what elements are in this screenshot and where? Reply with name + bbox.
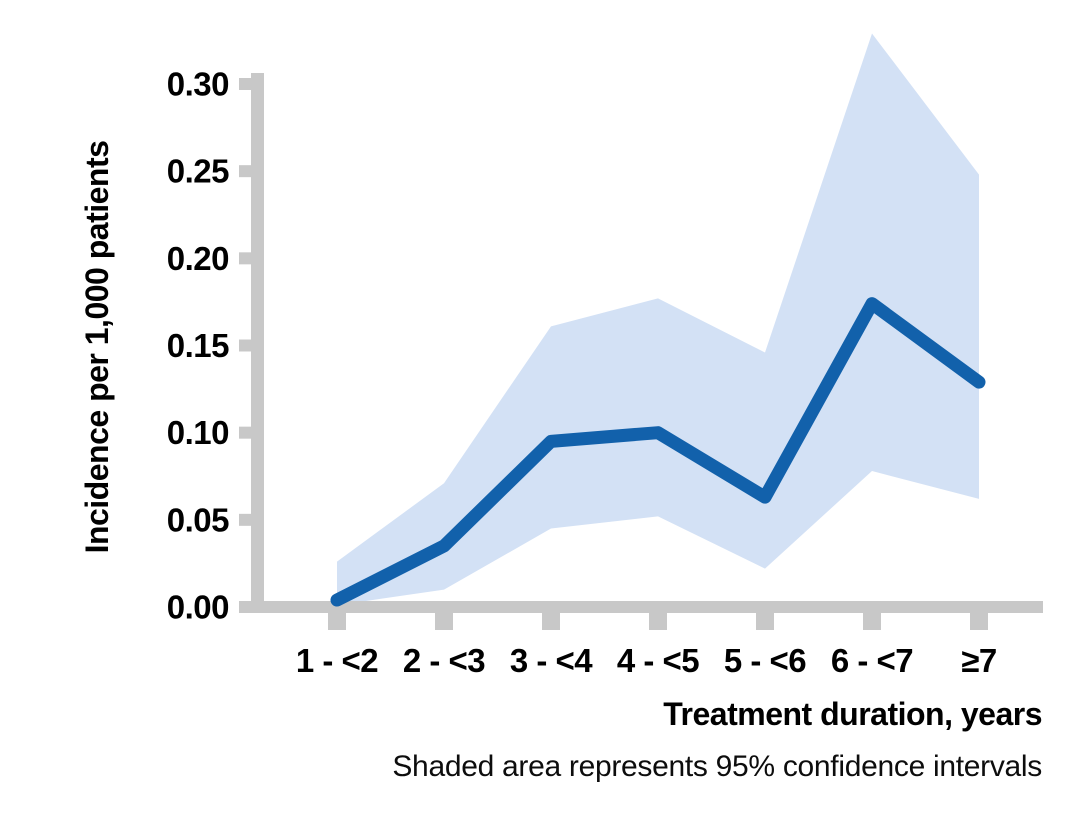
y-axis-line xyxy=(251,73,264,613)
x-tick xyxy=(756,613,774,630)
x-tick-label: ≥7 xyxy=(961,642,996,679)
incidence-line xyxy=(330,297,986,607)
x-tick-label: 2 - <3 xyxy=(403,642,485,679)
confidence-band-layer xyxy=(337,33,979,606)
x-tick-label: 1 - <2 xyxy=(296,642,378,679)
y-tick xyxy=(239,78,251,90)
x-tick-label: 3 - <4 xyxy=(510,642,593,679)
x-tick xyxy=(649,613,667,630)
tick-labels-layer: 0.00 0.05 0.10 0.15 0.20 0.25 0.30 1 - <2 2 - <3… xyxy=(167,66,997,680)
chart-caption: Shaded area represents 95% confidence in… xyxy=(392,750,1042,783)
x-axis-line xyxy=(247,601,1043,613)
y-tick xyxy=(239,339,251,352)
y-tick-label: 0.00 xyxy=(167,589,229,626)
x-tick xyxy=(328,613,346,630)
y-tick-label: 0.25 xyxy=(167,153,229,190)
y-tick-label: 0.05 xyxy=(167,501,229,538)
y-tick-label: 0.10 xyxy=(167,414,229,451)
x-tick xyxy=(542,613,560,630)
x-tick xyxy=(970,613,988,630)
y-tick-label: 0.30 xyxy=(167,66,229,103)
y-tick xyxy=(239,252,251,265)
x-tick-label: 5 - <6 xyxy=(724,642,806,679)
y-tick-label: 0.20 xyxy=(167,240,229,277)
x-axis-title: Treatment duration, years xyxy=(663,696,1042,732)
series-layer xyxy=(330,297,986,607)
axes-layer xyxy=(239,73,1043,630)
y-tick xyxy=(239,165,251,178)
x-tick xyxy=(435,613,453,630)
y-axis-title: Incidence per 1,000 patients xyxy=(79,141,115,554)
y-tick-label: 0.15 xyxy=(167,327,229,364)
x-tick-label: 6 - <7 xyxy=(831,642,913,679)
y-tick xyxy=(239,601,251,613)
x-tick xyxy=(863,613,881,630)
y-tick xyxy=(239,426,251,439)
x-tick-label: 4 - <5 xyxy=(617,642,699,679)
ci-band xyxy=(337,33,979,606)
y-tick xyxy=(239,513,251,526)
